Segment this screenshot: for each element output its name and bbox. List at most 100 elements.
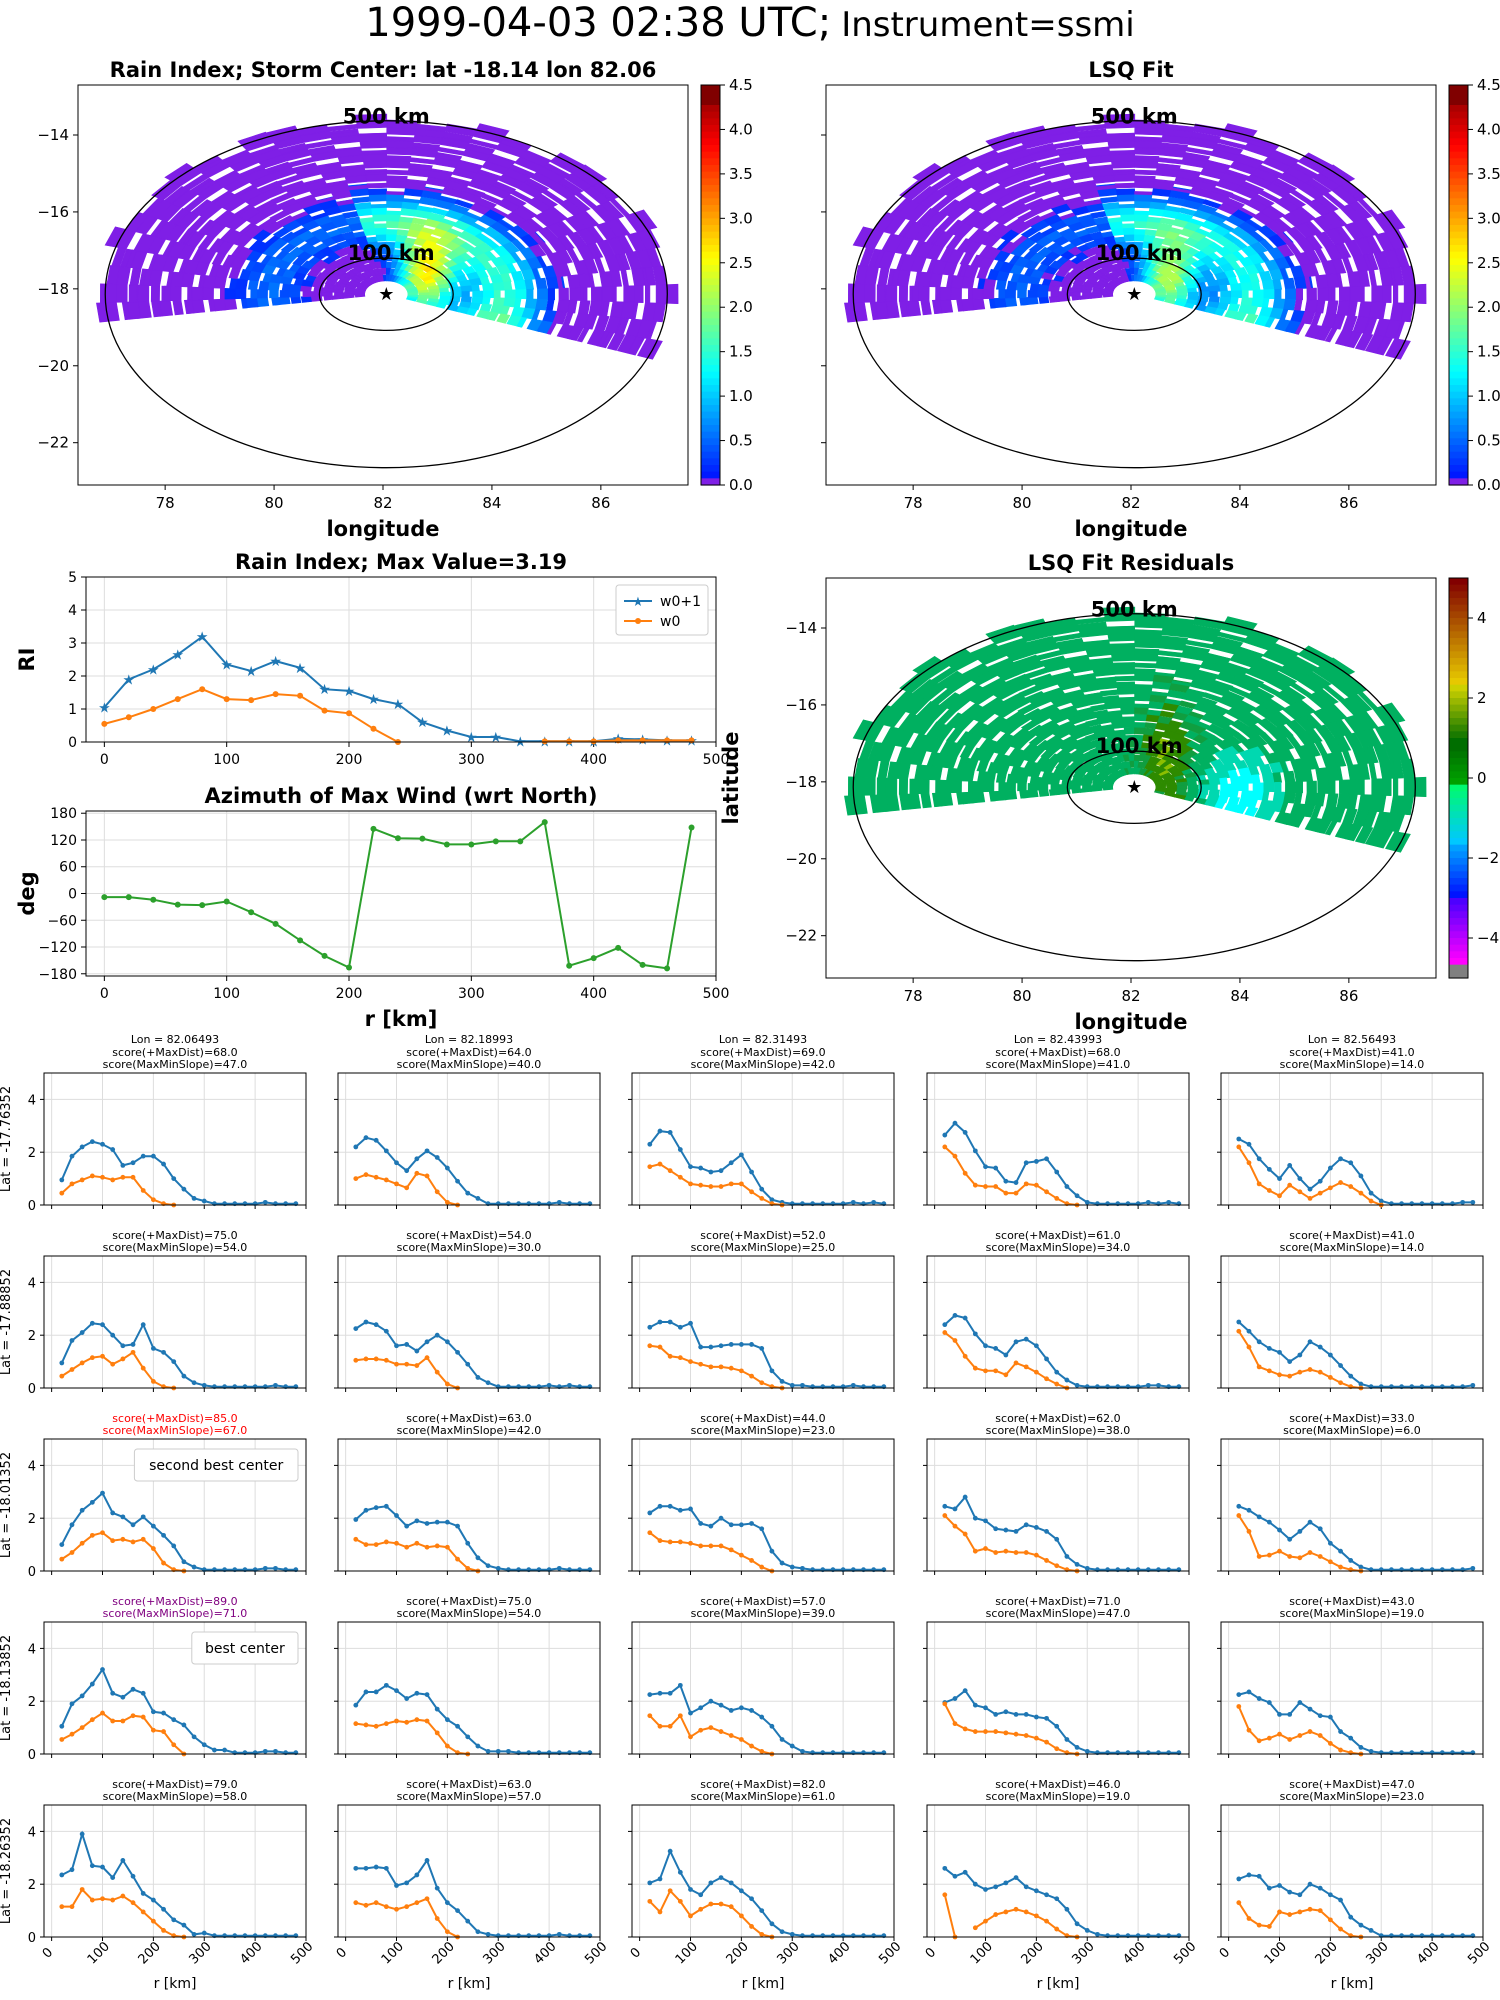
- swath-cell: [370, 203, 387, 209]
- x-axis-label: r [km]: [154, 1976, 197, 1992]
- score-maxminslope: score(MaxMinSlope)=14.0: [1280, 1058, 1425, 1071]
- colorbar-step: [1449, 578, 1468, 586]
- data-point: [698, 1892, 704, 1898]
- swath-cell: [609, 270, 623, 287]
- x-tick-label: 400: [1414, 1939, 1442, 1967]
- data-point: [688, 1181, 693, 1187]
- colorbar-step: [1449, 824, 1468, 832]
- swath-cell: [1118, 203, 1135, 209]
- swath-cell: [876, 777, 898, 796]
- colorbar-step: [1449, 771, 1468, 779]
- data-point: [1023, 1364, 1029, 1370]
- data-point: [89, 1717, 95, 1723]
- data-point: [1003, 1730, 1009, 1736]
- colorbar-step: [1449, 351, 1468, 359]
- data-point: [769, 1723, 775, 1729]
- colorbar-step: [701, 91, 720, 99]
- data-point: [718, 1543, 724, 1549]
- data-point: [1246, 1727, 1252, 1733]
- data-point: [101, 894, 108, 901]
- data-point: [1044, 1376, 1049, 1382]
- data-point: [171, 1176, 177, 1181]
- swath-cell: [452, 269, 466, 278]
- data-point: [667, 1353, 673, 1359]
- data-point: [1054, 1926, 1060, 1932]
- swath-cell: [995, 279, 1007, 290]
- score-maxminslope: score(MaxMinSlope)=54.0: [397, 1607, 542, 1620]
- swath-cell: [1250, 734, 1268, 747]
- y-tick-label: −16: [785, 696, 817, 714]
- swath-cell: [1251, 687, 1275, 701]
- colorbar-step: [1449, 598, 1468, 606]
- cell-frame: [337, 1255, 601, 1389]
- colorbar-tick-label: 2.0: [729, 298, 753, 316]
- data-point: [952, 1696, 958, 1701]
- data-point: [749, 1373, 754, 1379]
- swath-cell: [96, 302, 120, 323]
- score-maxminslope: score(MaxMinSlope)=41.0: [986, 1058, 1131, 1071]
- data-point: [718, 1184, 724, 1189]
- series-line-w0+1: [1238, 1505, 1473, 1571]
- data-point: [657, 1128, 663, 1134]
- score-maxminslope: score(MaxMinSlope)=6.0: [1283, 1424, 1421, 1437]
- swath-cell: [1283, 298, 1297, 311]
- data-point: [373, 1174, 379, 1180]
- data-point: [698, 1361, 704, 1367]
- center-cell: score(+MaxDist)=61.0score(MaxMinSlope)=3…: [923, 1229, 1190, 1392]
- swath-cell: [398, 216, 414, 223]
- score-maxminslope: score(MaxMinSlope)=67.0: [103, 1424, 248, 1437]
- data-point: [718, 1875, 724, 1880]
- colorbar-step: [1449, 471, 1468, 479]
- data-point: [130, 1174, 136, 1180]
- swath-cell: [1248, 272, 1260, 283]
- data-point: [749, 1342, 754, 1347]
- swath-cell: [191, 286, 204, 301]
- data-point: [1307, 1550, 1313, 1555]
- swath-cell: [233, 288, 247, 300]
- swath-cell: [652, 302, 665, 323]
- swath-cell: [1093, 709, 1110, 718]
- data-point: [394, 1540, 399, 1546]
- colorbar-step: [1449, 398, 1468, 406]
- annotation-text: second best center: [149, 1458, 283, 1474]
- data-point: [383, 1503, 389, 1509]
- data-point: [79, 1507, 85, 1513]
- data-point: [475, 1375, 481, 1380]
- swath-cell: [535, 277, 548, 290]
- data-point: [688, 1734, 693, 1740]
- swath-cell: [1134, 629, 1163, 642]
- colorbar-step: [1449, 198, 1468, 206]
- colorbar-frame: [1448, 84, 1469, 486]
- swath-cell: [1328, 780, 1332, 794]
- x-tick-label: 200: [724, 1939, 752, 1967]
- data-point: [434, 1519, 440, 1525]
- series-line-w0+1: [944, 1689, 1179, 1754]
- center-cell: Lon = 82.43993score(+MaxDist)=68.0score(…: [923, 1033, 1190, 1209]
- swath-cell: [1368, 269, 1377, 287]
- swath-cell: [1134, 229, 1147, 235]
- swath-cell: [208, 238, 225, 253]
- swath-cell: [1261, 298, 1270, 308]
- colorbar-step: [701, 238, 720, 246]
- colorbar-step: [1449, 218, 1468, 226]
- legend: ★ w0+1w0: [615, 584, 709, 636]
- data-point: [1307, 1881, 1313, 1887]
- data-point: [394, 1343, 399, 1349]
- x-tick-label: 78: [904, 987, 923, 1005]
- data-point: [1307, 1339, 1313, 1345]
- data-point: [1277, 1372, 1282, 1378]
- data-point: [749, 1743, 754, 1749]
- data-point: [424, 1339, 430, 1345]
- swath-cell: [1030, 673, 1054, 685]
- swath-cell: [136, 284, 139, 303]
- data-point: [120, 1694, 126, 1700]
- data-point: [89, 1355, 95, 1361]
- colorbar-step: [1449, 425, 1468, 433]
- data-point: [383, 1328, 389, 1334]
- colorbar-step: [1449, 791, 1468, 799]
- data-point: [1327, 1714, 1333, 1720]
- colorbar-step: [1449, 331, 1468, 339]
- swath-cell: [1028, 231, 1046, 243]
- colorbar-step: [1449, 238, 1468, 246]
- colorbar-step: [701, 145, 720, 153]
